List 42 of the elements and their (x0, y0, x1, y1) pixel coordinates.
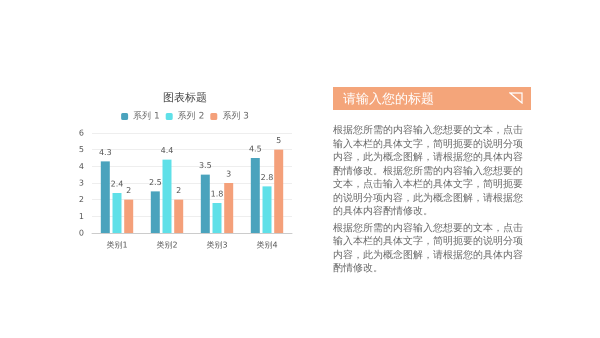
text: 根据您所需的内容输入您想要的文本，点击输入本栏的具体文字，简明扼要的说明分项内容，此为概念图解，请根据您的具体内容酌情修改。根据您所需的内容输入您想要的文本，点击输入本栏的具体文字，简明扼要的说明分项内容，此为概念图解，请根据您的具体内容酌情修改。 (333, 124, 524, 218)
legend-label: 系列 1 (133, 110, 160, 122)
data-label: 2 (126, 186, 132, 196)
data-label: 2.4 (110, 180, 124, 188)
x-tick-label: 类别1 (106, 240, 128, 250)
legend-label: 系列 2 (178, 110, 204, 122)
bar (100, 161, 110, 233)
y-tick-label: 4 (78, 162, 84, 171)
y-tick-label: 0 (78, 228, 84, 238)
bar (200, 174, 210, 233)
bar (174, 200, 184, 233)
data-label: 3.5 (198, 161, 212, 170)
y-tick-label: 1 (78, 212, 84, 221)
legend-label: 系列 3 (222, 110, 249, 122)
data-label: 1.8 (210, 190, 224, 198)
bar (250, 158, 260, 233)
text: 根据您所需的内容输入您想要的文本，点击输入本栏的具体文字，简明扼要的说明分项内容，此为概念图解，请根据您的具体内容酌情修改。 (333, 222, 524, 276)
bar (262, 186, 272, 233)
data-label: 4.5 (248, 144, 262, 154)
bar (274, 150, 284, 233)
data-label: 2 (176, 186, 182, 196)
bar (162, 160, 172, 233)
data-label: 3 (226, 170, 232, 178)
data-label: 2.5 (148, 178, 162, 187)
data-label: 4.4 (160, 146, 174, 156)
bar (224, 183, 234, 233)
data-label: 5 (276, 136, 282, 146)
bar (212, 203, 222, 233)
bar (124, 200, 134, 233)
chart-title: 图表标题 (163, 91, 207, 104)
data-label: 4.3 (98, 148, 112, 157)
text: 请输入您的标题 (343, 90, 434, 108)
x-tick-label: 类别4 (256, 240, 278, 250)
bar (150, 191, 160, 233)
y-tick-label: 2 (78, 195, 84, 204)
data-label: 2.8 (260, 172, 274, 182)
bar (112, 193, 122, 233)
y-tick-label: 5 (78, 145, 84, 154)
x-tick-label: 类别2 (156, 240, 178, 250)
x-tick-label: 类别3 (206, 240, 228, 250)
y-tick-label: 6 (78, 128, 84, 138)
y-tick-label: 3 (78, 178, 84, 188)
